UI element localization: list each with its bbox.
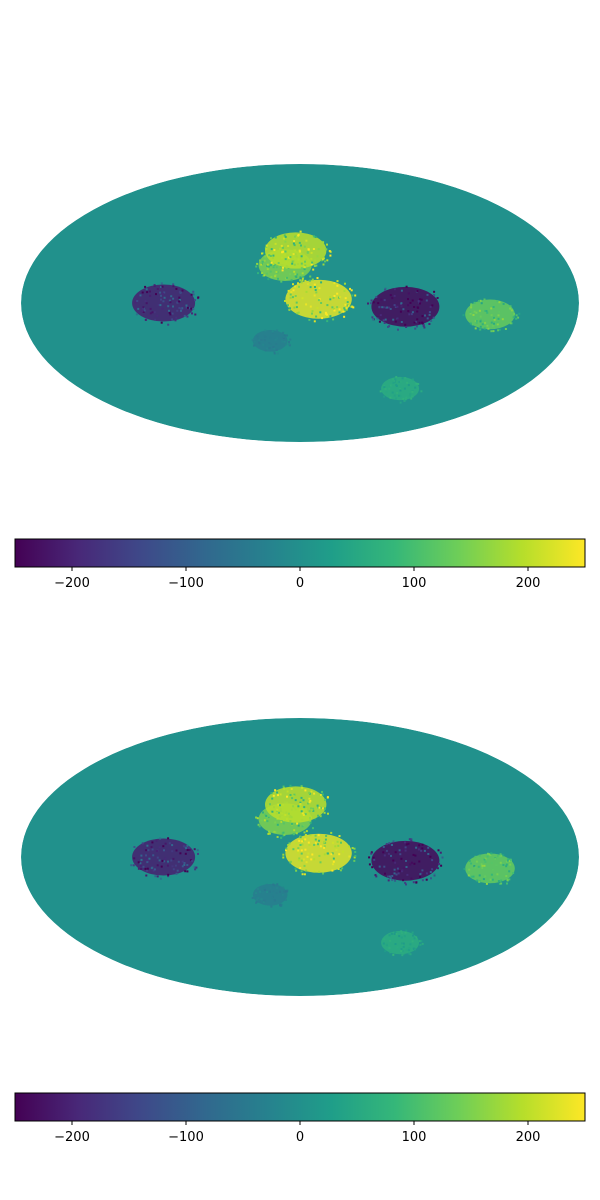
- colorbar-tick-label: −100: [168, 576, 204, 591]
- positive-patch-speckle-5: [462, 298, 521, 333]
- colorbar-tick-label: −200: [54, 1130, 90, 1145]
- positive-patch-speckle-3: [261, 230, 332, 273]
- map-panel-2: [21, 718, 579, 996]
- mollweide-map-2: [21, 718, 579, 996]
- negative-patch-speckle-4: [368, 838, 444, 886]
- positive-patch-speckle-5: [463, 852, 515, 885]
- negative-patch-speckle-7: [134, 282, 200, 326]
- mollweide-map-1: [21, 164, 579, 442]
- colorbar-tick-label: 100: [402, 576, 427, 591]
- colorbar-tick-label: 200: [516, 1130, 541, 1145]
- negative-patch-8: [252, 330, 288, 352]
- colorbar-1: −200 −100 0 100 200: [14, 538, 586, 591]
- negative-patch-speckle-7: [130, 837, 199, 880]
- negative-patch-7: [132, 838, 196, 876]
- map-features-2: [130, 784, 515, 957]
- colorbar-tick-label: −200: [54, 576, 90, 591]
- colorbar-tick-label: 0: [296, 576, 304, 591]
- positive-patch-speckle-6: [379, 376, 423, 404]
- positive-patch-1: [285, 833, 352, 873]
- negative-patch-speckle-4: [367, 285, 439, 331]
- positive-patch-speckle-3: [265, 784, 329, 827]
- colorbar-tick-label: 100: [402, 1130, 427, 1145]
- map-features-1: [132, 230, 521, 404]
- positive-patch-3: [265, 786, 327, 823]
- negative-patch-7: [132, 284, 196, 322]
- positive-patch-6: [381, 930, 420, 955]
- negative-patch-speckle-8: [251, 329, 292, 355]
- negative-patch-speckle-8: [251, 883, 289, 908]
- colorbar-2: −200 −100 0 100 200: [14, 1092, 586, 1145]
- map-panel-1: [21, 164, 579, 442]
- positive-patch-speckle-1: [282, 831, 357, 876]
- colorbar-gradient-2: [14, 1092, 586, 1122]
- colorbar-tick-label: 0: [296, 1130, 304, 1145]
- positive-patch-speckle-1: [284, 277, 357, 323]
- colorbar-ticks-1: −200 −100 0 100 200: [54, 567, 540, 591]
- colorbar-tick-label: −100: [168, 1130, 204, 1145]
- colorbar-tick-label: 200: [516, 576, 541, 591]
- colorbar-ticks-2: −200 −100 0 100 200: [54, 1121, 540, 1145]
- colorbar-gradient-1: [14, 538, 586, 568]
- positive-patch-speckle-6: [382, 929, 424, 957]
